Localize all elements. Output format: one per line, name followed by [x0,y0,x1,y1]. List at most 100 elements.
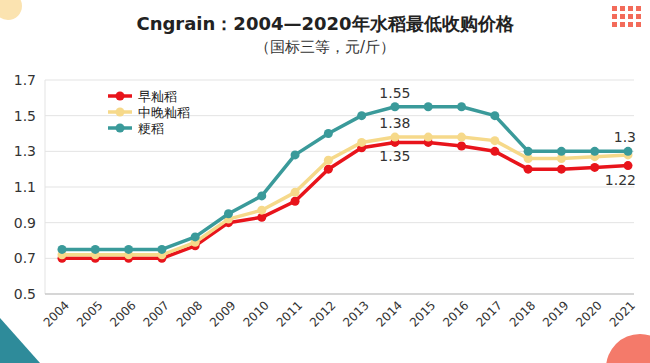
deco-grid [612,6,641,27]
annotation: 1.22 [605,172,636,188]
x-tick-label: 2015 [407,298,438,329]
deco-square [620,22,625,27]
series-marker [457,141,466,150]
series-marker [58,245,67,254]
deco-square [628,14,633,19]
y-tick-label: 1.5 [14,108,36,124]
series-marker [557,165,566,174]
series-marker [624,161,633,170]
x-tick-label: 2009 [207,298,238,329]
series-marker [157,245,166,254]
x-tick-label: 2010 [240,298,271,329]
annotation: 1.38 [379,115,410,131]
x-tick-label: 2011 [274,298,305,329]
y-tick-label: 1.7 [14,72,36,88]
series-marker [324,129,333,138]
y-tick-label: 0.7 [14,250,36,266]
x-tick-label: 2016 [440,298,471,329]
x-tick-label: 2020 [573,298,604,329]
grid-line [45,187,634,188]
deco-square [636,14,641,19]
legend-label: 早籼稻 [138,89,177,104]
grid-line [45,115,634,116]
x-tick-label: 2014 [374,298,405,329]
x-tick-label: 2013 [340,298,371,329]
series-marker [324,156,333,165]
series-marker [524,165,533,174]
series-marker [224,209,233,218]
series-marker [557,147,566,156]
series-marker [357,111,366,120]
x-tick-label: 2018 [507,298,538,329]
series-marker [624,147,633,156]
series-marker [357,138,366,147]
deco-circle [606,334,650,363]
x-tick-label: 2008 [174,298,205,329]
x-tick-label: 2017 [473,298,504,329]
series-marker [291,197,300,206]
x-tick-label: 2012 [307,298,338,329]
deco-square [612,22,617,27]
deco-square [636,6,641,11]
series-marker [590,163,599,172]
series-marker [490,136,499,145]
series-marker [590,147,599,156]
series-marker [291,188,300,197]
grid-line [45,80,634,81]
deco-square [612,14,617,19]
legend-marker [116,108,125,117]
series-line [62,137,628,255]
deco-square [612,6,617,11]
background [0,0,650,363]
annotation: 1.35 [379,148,410,164]
grid-line [45,222,634,223]
series-marker [124,245,133,254]
annotation: 1.3 [614,129,636,145]
legend-marker [116,92,125,101]
x-tick-label: 2019 [540,298,571,329]
deco-square [636,22,641,27]
deco-square [620,6,625,11]
series-marker [390,102,399,111]
x-axis-line [45,294,634,295]
legend-label: 中晚籼稻 [138,105,190,120]
y-axis-line [45,80,46,294]
annotation: 1.55 [379,85,410,101]
deco-triangle [0,318,40,363]
title: Cngrain：2004—2020年水稻最低收购价格 [136,13,514,34]
series-marker [191,232,200,241]
y-tick-label: 0.5 [14,286,36,302]
series-marker [524,147,533,156]
annotations: 1.55 1.38 1.35 1.3 1.22 [379,85,636,188]
subtitle: （国标三等，元/斤） [255,38,395,56]
legend: 早籼稻中晚籼稻粳稻 [108,89,190,136]
series-marker [424,102,433,111]
deco-dot [0,0,22,20]
series-marker [457,133,466,142]
x-tick-label: 2004 [41,298,72,329]
series-marker [257,206,266,215]
x-tick-label: 2021 [607,298,638,329]
deco-square [628,22,633,27]
x-tick-label: 2007 [141,298,172,329]
series-marker [457,102,466,111]
series-marker [424,133,433,142]
series-line [62,107,628,250]
x-axis: 2004200520062007200820092010201120122013… [41,298,638,329]
series-marker [257,191,266,200]
legend-label: 粳稻 [138,121,164,136]
y-tick-label: 0.9 [14,215,36,231]
grid-line [45,294,634,295]
y-tick-label: 1.3 [14,143,36,159]
x-tick-label: 2005 [74,298,105,329]
series-marker [490,111,499,120]
series-marker [390,133,399,142]
y-axis: 0.5 0.7 0.9 1.1 1.3 1.5 1.7 [14,72,634,302]
series-marker [490,147,499,156]
series-marker [91,245,100,254]
deco-square [620,14,625,19]
legend-marker [116,124,125,133]
x-tick-label: 2006 [107,298,138,329]
y-tick-label: 1.1 [14,179,36,195]
deco-square [628,6,633,11]
